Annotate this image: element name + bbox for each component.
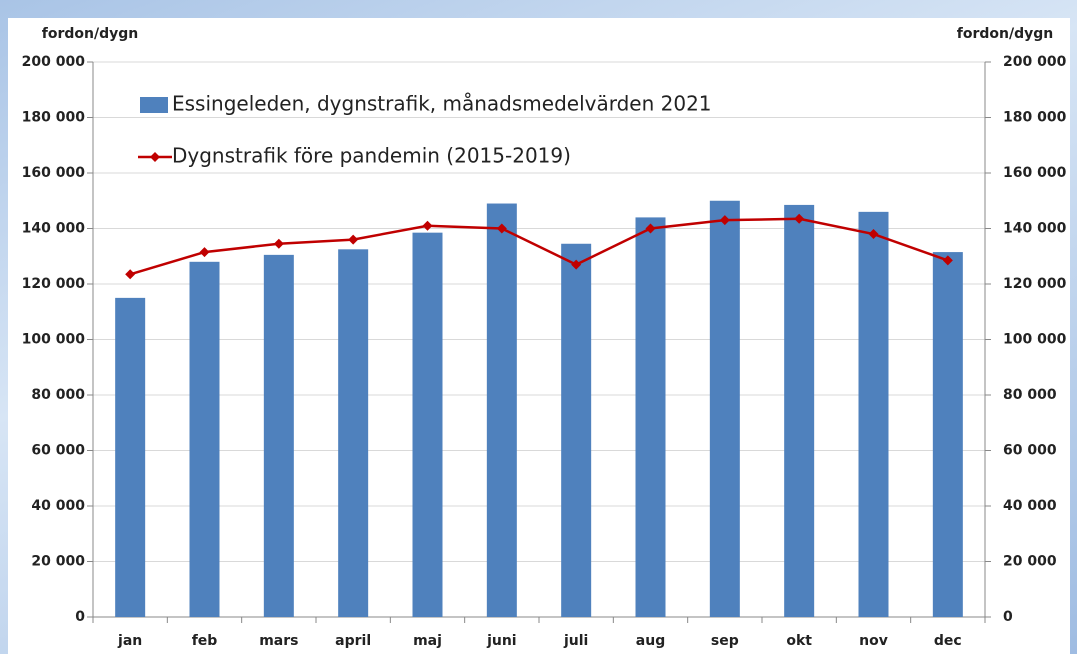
y2-tick-label: 20 000 [1003, 554, 1057, 570]
bar [413, 233, 443, 617]
bar [190, 262, 220, 617]
y-tick-label: 40 000 [31, 498, 85, 514]
legend-label: Essingeleden, dygnstrafik, månadsmedelvä… [172, 92, 712, 116]
x-tick-label: april [335, 633, 371, 649]
x-tick-label: nov [859, 633, 888, 649]
x-tick-label: jan [117, 633, 142, 649]
legend-swatch [140, 97, 168, 113]
x-tick-label: aug [636, 633, 665, 649]
y2-tick-label: 60 000 [1003, 443, 1057, 459]
y-tick-label: 120 000 [22, 276, 86, 292]
y2-tick-label: 100 000 [1003, 332, 1067, 348]
x-tick-label: okt [786, 633, 812, 649]
y2-tick-label: 160 000 [1003, 165, 1067, 181]
y-tick-label: 0 [75, 609, 85, 625]
bar [487, 204, 517, 617]
x-tick-label: juli [563, 633, 588, 649]
bar [710, 201, 740, 617]
legend-label: Dygnstrafik före pandemin (2015-2019) [172, 144, 571, 168]
x-tick-label: mars [259, 633, 298, 649]
y-tick-label: 140 000 [22, 221, 86, 237]
bar [933, 252, 963, 617]
bar [264, 255, 294, 617]
bar [338, 249, 368, 617]
y-tick-label: 180 000 [22, 110, 86, 126]
bar [636, 217, 666, 617]
y2-tick-label: 200 000 [1003, 54, 1067, 70]
chart: fordon/dygn fordon/dygn 0 20 000 40 000 60 … [0, 0, 1077, 654]
y2-tick-label: 80 000 [1003, 387, 1057, 403]
y2-axis-title: fordon/dygn [957, 26, 1053, 42]
y2-tick-label: 140 000 [1003, 221, 1067, 237]
x-tick-label: juni [486, 633, 517, 649]
y-tick-label: 100 000 [22, 332, 86, 348]
y-axis-title: fordon/dygn [42, 26, 138, 42]
page: {"chart_data": {"type": "bar-line", "y_l… [0, 0, 1077, 654]
y-tick-label: 200 000 [22, 54, 86, 70]
bar [561, 244, 591, 617]
bar [784, 205, 814, 617]
bar [859, 212, 889, 617]
bar [115, 298, 145, 617]
y2-tick-label: 180 000 [1003, 110, 1067, 126]
y-tick-label: 20 000 [31, 554, 85, 570]
y-tick-label: 160 000 [22, 165, 86, 181]
x-tick-label: maj [413, 633, 442, 649]
y-tick-label: 80 000 [31, 387, 85, 403]
x-tick-label: feb [192, 633, 218, 649]
y-tick-label: 60 000 [31, 443, 85, 459]
x-tick-label: sep [711, 633, 739, 649]
y2-tick-label: 120 000 [1003, 276, 1067, 292]
y2-tick-label: 0 [1003, 609, 1013, 625]
x-tick-label: dec [934, 633, 962, 649]
y2-tick-label: 40 000 [1003, 498, 1057, 514]
